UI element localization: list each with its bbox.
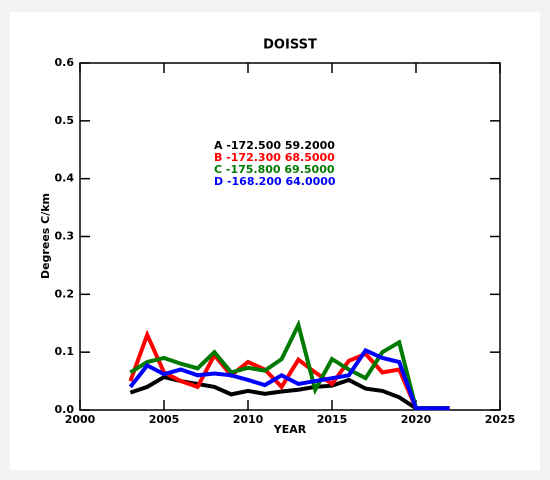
legend-entry: A -172.500 59.2000 bbox=[214, 139, 335, 152]
x-tick-label: 2005 bbox=[149, 413, 180, 426]
series-line bbox=[129, 319, 450, 411]
legend-entry: B -172.300 68.5000 bbox=[214, 151, 335, 164]
y-tick-label: 0.1 bbox=[55, 345, 75, 358]
x-tick-label: 2010 bbox=[233, 413, 264, 426]
chart-title: DOISST bbox=[263, 38, 317, 53]
x-axis-label: YEAR bbox=[273, 423, 307, 436]
background bbox=[10, 12, 540, 470]
y-tick-label: 0.3 bbox=[55, 230, 75, 243]
y-axis-label: Degrees C/km bbox=[39, 193, 52, 279]
x-tick-label: 2025 bbox=[485, 413, 516, 426]
legend-entry: C -175.800 69.5000 bbox=[214, 163, 335, 176]
y-tick-label: 0.2 bbox=[55, 287, 75, 300]
x-tick-label: 2000 bbox=[65, 413, 96, 426]
legend-entry: D -168.200 64.0000 bbox=[214, 175, 336, 188]
series-line bbox=[128, 329, 450, 411]
x-tick-label: 2020 bbox=[401, 413, 432, 426]
series-line bbox=[128, 347, 450, 411]
y-tick-label: 0.0 bbox=[55, 403, 75, 416]
y-tick-label: 0.4 bbox=[55, 172, 75, 185]
x-tick-label: 2015 bbox=[317, 413, 348, 426]
y-tick-label: 0.6 bbox=[55, 56, 75, 69]
y-tick-label: 0.5 bbox=[55, 114, 75, 127]
